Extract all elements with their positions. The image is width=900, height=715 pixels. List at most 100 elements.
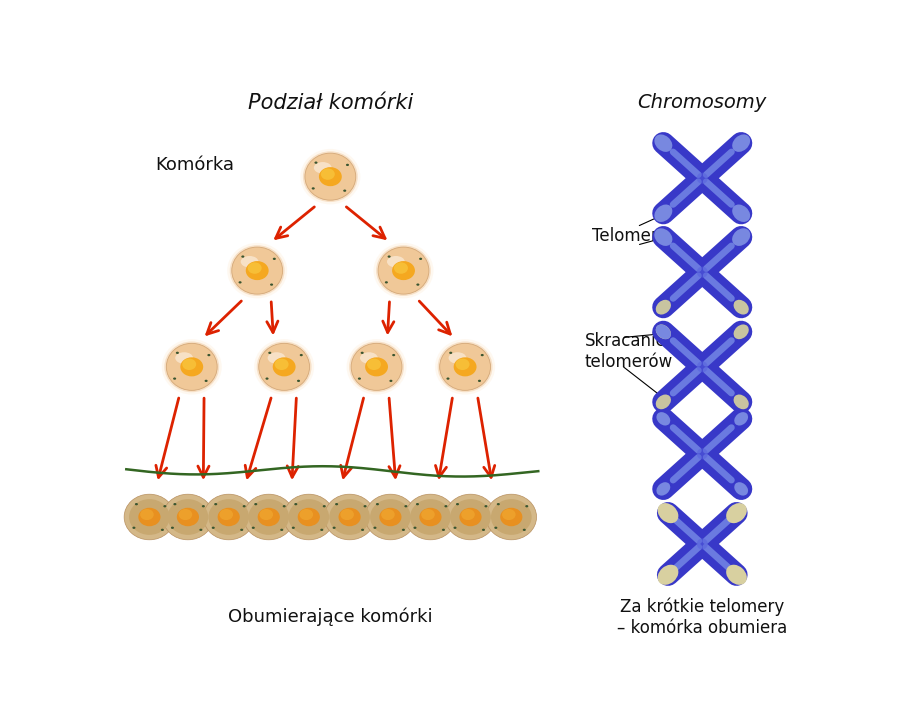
Ellipse shape: [270, 283, 273, 286]
Text: Za krótkie telomery
– komórka obumiera: Za krótkie telomery – komórka obumiera: [617, 598, 788, 637]
Ellipse shape: [171, 527, 174, 529]
Ellipse shape: [656, 482, 670, 495]
Ellipse shape: [209, 499, 249, 535]
Ellipse shape: [267, 352, 285, 364]
Ellipse shape: [654, 204, 672, 222]
Ellipse shape: [494, 527, 498, 529]
Ellipse shape: [343, 189, 346, 192]
Ellipse shape: [656, 395, 670, 409]
Ellipse shape: [167, 499, 208, 535]
Ellipse shape: [284, 494, 334, 540]
Ellipse shape: [361, 352, 364, 354]
Ellipse shape: [230, 245, 284, 296]
Text: Komórka: Komórka: [155, 156, 234, 174]
Ellipse shape: [314, 162, 331, 174]
Ellipse shape: [459, 508, 482, 526]
Ellipse shape: [656, 412, 670, 425]
Ellipse shape: [338, 508, 361, 526]
Ellipse shape: [176, 352, 179, 354]
Ellipse shape: [254, 503, 257, 506]
Ellipse shape: [358, 378, 361, 380]
Ellipse shape: [349, 342, 404, 393]
Text: Telomery: Telomery: [592, 227, 668, 245]
Ellipse shape: [300, 354, 302, 356]
Ellipse shape: [300, 509, 313, 520]
Text: Obumierające komórki: Obumierające komórki: [228, 608, 433, 626]
Ellipse shape: [227, 243, 287, 298]
Ellipse shape: [305, 153, 356, 200]
Ellipse shape: [405, 494, 455, 540]
Ellipse shape: [437, 342, 492, 393]
Ellipse shape: [139, 508, 160, 526]
Ellipse shape: [256, 342, 311, 393]
Ellipse shape: [417, 283, 419, 286]
Ellipse shape: [523, 528, 526, 531]
Ellipse shape: [455, 359, 470, 370]
Ellipse shape: [500, 508, 522, 526]
Ellipse shape: [252, 527, 255, 529]
Text: Chromosomy: Chromosomy: [637, 93, 767, 112]
Ellipse shape: [248, 499, 289, 535]
Ellipse shape: [297, 380, 300, 382]
Ellipse shape: [365, 358, 388, 376]
Ellipse shape: [448, 352, 466, 364]
Ellipse shape: [283, 505, 286, 508]
Ellipse shape: [697, 448, 707, 460]
Ellipse shape: [218, 508, 239, 526]
Ellipse shape: [320, 528, 323, 531]
Ellipse shape: [456, 503, 459, 506]
Ellipse shape: [324, 494, 375, 540]
Ellipse shape: [180, 358, 203, 376]
Ellipse shape: [238, 281, 241, 284]
Ellipse shape: [329, 499, 370, 535]
Ellipse shape: [273, 257, 276, 260]
Ellipse shape: [446, 378, 449, 380]
Ellipse shape: [385, 281, 388, 284]
Ellipse shape: [446, 494, 496, 540]
Ellipse shape: [124, 494, 175, 540]
Ellipse shape: [656, 230, 670, 245]
Ellipse shape: [140, 509, 154, 520]
Ellipse shape: [481, 354, 484, 356]
Ellipse shape: [176, 508, 199, 526]
Ellipse shape: [273, 358, 295, 376]
Ellipse shape: [378, 247, 429, 294]
Ellipse shape: [246, 261, 268, 280]
Ellipse shape: [364, 505, 366, 508]
Ellipse shape: [376, 503, 379, 506]
Ellipse shape: [129, 499, 170, 535]
Ellipse shape: [135, 503, 138, 506]
Ellipse shape: [734, 300, 749, 315]
Ellipse shape: [654, 228, 672, 246]
Ellipse shape: [416, 503, 419, 506]
Ellipse shape: [442, 528, 445, 531]
Ellipse shape: [240, 256, 258, 267]
Ellipse shape: [161, 528, 164, 531]
Ellipse shape: [654, 134, 672, 152]
Ellipse shape: [374, 243, 434, 298]
Ellipse shape: [367, 359, 381, 370]
Ellipse shape: [410, 499, 451, 535]
Ellipse shape: [204, 380, 208, 382]
Ellipse shape: [697, 172, 707, 184]
Ellipse shape: [254, 339, 314, 395]
Ellipse shape: [163, 505, 166, 508]
Ellipse shape: [440, 343, 490, 390]
Ellipse shape: [404, 505, 408, 508]
Ellipse shape: [292, 527, 295, 529]
Text: Podział komórki: Podział komórki: [248, 93, 413, 113]
Ellipse shape: [214, 503, 217, 506]
Ellipse shape: [374, 527, 376, 529]
Ellipse shape: [697, 361, 707, 373]
Ellipse shape: [258, 343, 310, 390]
Ellipse shape: [232, 247, 283, 294]
Ellipse shape: [240, 528, 243, 531]
Ellipse shape: [346, 164, 349, 166]
Ellipse shape: [162, 339, 221, 395]
Ellipse shape: [658, 565, 679, 585]
Ellipse shape: [526, 505, 528, 508]
Ellipse shape: [333, 527, 336, 529]
Ellipse shape: [165, 342, 220, 393]
Ellipse shape: [370, 499, 410, 535]
Ellipse shape: [301, 149, 360, 204]
